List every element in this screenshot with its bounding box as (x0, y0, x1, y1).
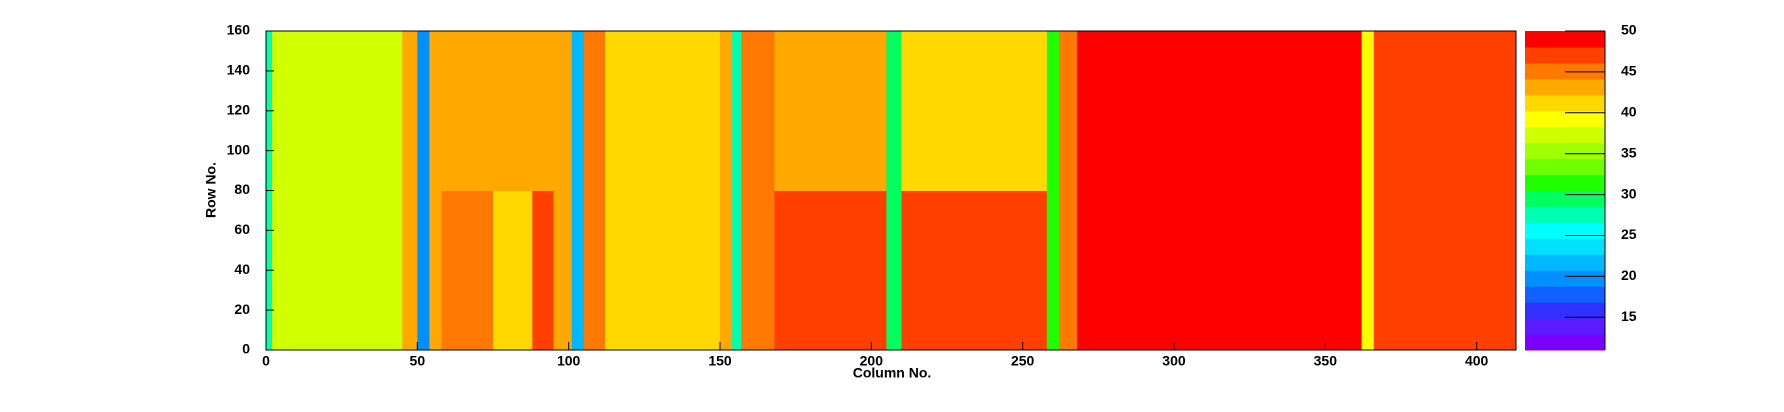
heat-cell (719, 190, 733, 351)
colorbar-band (1525, 238, 1605, 255)
heat-cell (741, 190, 775, 351)
heat-cell (774, 190, 887, 351)
heat-cell (732, 31, 742, 191)
colorbar-band (1525, 302, 1605, 319)
heat-cell (1046, 31, 1060, 191)
y-tick-label: 40 (234, 261, 250, 277)
z-tick-label: 40 (1621, 103, 1637, 119)
colorbar-band (1525, 334, 1605, 351)
heat-cell (1373, 31, 1517, 191)
y-tick-label: 0 (242, 341, 250, 357)
heat-cell (774, 31, 887, 191)
colorbar-band (1525, 270, 1605, 287)
heat-cell (1373, 190, 1517, 351)
colorbar-band (1525, 318, 1605, 335)
y-tick-label: 140 (227, 62, 251, 78)
heat-cell (1077, 31, 1363, 191)
y-tick-label: 60 (234, 221, 250, 237)
heat-cell (1046, 190, 1060, 351)
x-tick-label: 400 (1465, 353, 1489, 369)
heat-cell (553, 31, 573, 191)
colorbar-band (1525, 222, 1605, 239)
z-tick-label: 20 (1621, 267, 1637, 283)
heat-cell (417, 31, 430, 191)
y-tick-label: 160 (227, 22, 251, 38)
colorbar-band (1525, 158, 1605, 176)
z-tick-label: 30 (1621, 185, 1637, 201)
heat-cell (571, 31, 585, 191)
heat-cell (272, 190, 403, 351)
x-axis-label: Column No. (853, 365, 932, 381)
colorbar-band (1525, 78, 1605, 96)
heat-cell (886, 190, 903, 351)
heat-cell (441, 190, 494, 351)
heat-cell (429, 31, 443, 191)
colorbar-band (1525, 126, 1605, 144)
z-tick-label: 25 (1621, 226, 1637, 242)
heat-cell (901, 31, 1048, 191)
x-tick-label: 100 (557, 353, 581, 369)
y-tick-label: 100 (227, 141, 251, 157)
z-tick-label: 35 (1621, 144, 1637, 160)
colorbar-band (1525, 174, 1605, 191)
colorbar-band (1525, 62, 1605, 80)
heat-cell (1361, 190, 1375, 351)
colorbar-band (1525, 94, 1605, 112)
heat-cell (604, 31, 721, 191)
heat-cell (1058, 31, 1078, 191)
heat-cell (417, 190, 430, 351)
heat-cell (553, 190, 573, 351)
heat-cell (571, 190, 585, 351)
heat-cell (1058, 190, 1078, 351)
heat-cell (719, 31, 733, 191)
x-tick-label: 150 (708, 353, 732, 369)
y-tick-label: 120 (227, 101, 251, 117)
colorbar-band (1525, 254, 1605, 271)
heat-cell (583, 31, 606, 191)
y-tick-label: 80 (234, 181, 250, 197)
heat-cell (901, 190, 1048, 351)
heat-cell (532, 190, 555, 351)
heat-cell (492, 31, 533, 191)
heat-cell (492, 190, 533, 351)
z-tick-label: 15 (1621, 308, 1637, 324)
z-tick-label: 45 (1621, 63, 1637, 79)
heat-cell (741, 31, 775, 191)
heat-cell (732, 190, 742, 351)
x-tick-label: 200 (860, 353, 884, 369)
x-tick-label: 50 (410, 353, 426, 369)
colorbar-band (1525, 286, 1605, 303)
z-tick-label: 50 (1621, 22, 1637, 38)
colorbar-band (1525, 110, 1605, 128)
heat-cell (441, 31, 494, 191)
heat-cell (532, 31, 555, 191)
heat-cell (583, 190, 606, 351)
x-tick-label: 0 (262, 353, 270, 369)
y-axis-label: Row No. (203, 162, 219, 218)
colorbar-band (1525, 206, 1605, 223)
heat-cell (1361, 31, 1375, 191)
colorbar-band (1525, 190, 1605, 207)
colorbar-band (1525, 46, 1605, 64)
heat-cell (402, 31, 418, 191)
heat-cell (272, 31, 403, 191)
y-tick-label: 20 (234, 301, 250, 317)
x-tick-label: 300 (1162, 353, 1186, 369)
colorbar-band (1525, 142, 1605, 160)
heat-cell (402, 190, 418, 351)
heat-cell (429, 190, 443, 351)
x-tick-label: 250 (1011, 353, 1035, 369)
heat-cell (604, 190, 721, 351)
heat-cell (1077, 190, 1363, 351)
colorbar-band (1525, 31, 1605, 48)
x-tick-label: 350 (1314, 353, 1338, 369)
heat-cell (886, 31, 903, 191)
